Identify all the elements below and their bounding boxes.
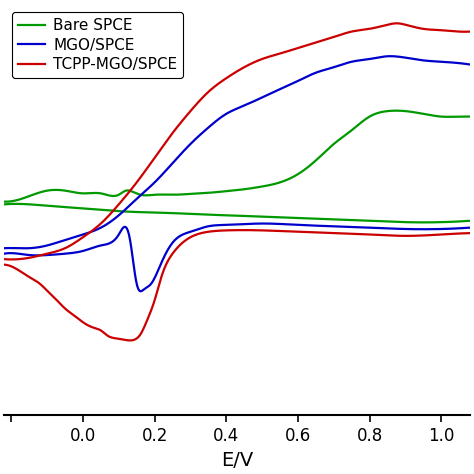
TCPP-MGO/SPCE <box>467 29 473 35</box>
Line: Bare SPCE: Bare SPCE <box>4 110 470 201</box>
TCPP-MGO/SPCE <box>58 247 64 253</box>
Bare SPCE <box>154 192 160 198</box>
MGO/SPCE <box>21 246 27 251</box>
Bare SPCE <box>338 135 344 141</box>
Bare SPCE <box>341 133 346 139</box>
TCPP-MGO/SPCE <box>295 45 301 51</box>
MGO/SPCE <box>467 62 473 67</box>
Bare SPCE <box>295 171 301 177</box>
TCPP-MGO/SPCE <box>9 256 14 262</box>
MGO/SPCE <box>154 177 160 183</box>
Bare SPCE <box>393 108 399 113</box>
TCPP-MGO/SPCE <box>187 109 192 115</box>
X-axis label: E/V: E/V <box>221 451 253 470</box>
MGO/SPCE <box>338 62 344 68</box>
MGO/SPCE <box>58 238 64 244</box>
MGO/SPCE <box>187 142 192 147</box>
Line: TCPP-MGO/SPCE: TCPP-MGO/SPCE <box>4 23 470 259</box>
Bare SPCE <box>1 199 7 204</box>
MGO/SPCE <box>341 61 346 67</box>
MGO/SPCE <box>1 246 7 251</box>
TCPP-MGO/SPCE <box>1 256 7 262</box>
Bare SPCE <box>4 199 9 204</box>
Bare SPCE <box>58 187 64 193</box>
MGO/SPCE <box>388 54 393 59</box>
Legend: Bare SPCE, MGO/SPCE, TCPP-MGO/SPCE: Bare SPCE, MGO/SPCE, TCPP-MGO/SPCE <box>12 12 183 78</box>
TCPP-MGO/SPCE <box>154 151 160 157</box>
TCPP-MGO/SPCE <box>341 31 346 36</box>
MGO/SPCE <box>295 78 301 83</box>
Bare SPCE <box>467 114 473 119</box>
Bare SPCE <box>187 191 192 197</box>
Line: MGO/SPCE: MGO/SPCE <box>4 56 470 248</box>
TCPP-MGO/SPCE <box>338 32 344 37</box>
TCPP-MGO/SPCE <box>393 20 399 26</box>
